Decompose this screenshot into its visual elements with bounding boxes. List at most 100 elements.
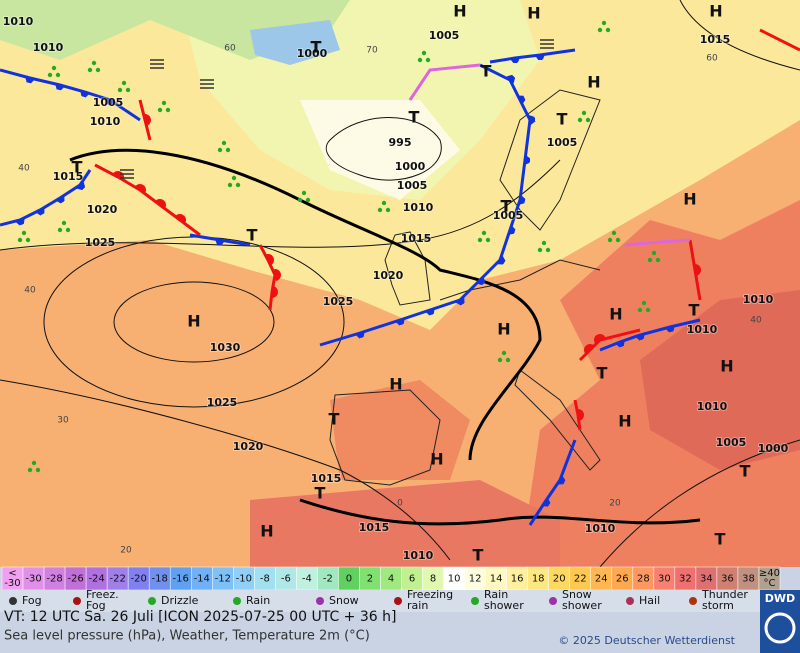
isobar-label: 1020 (233, 440, 264, 453)
legend-label: storm (702, 599, 734, 612)
isobar-label: 1005 (493, 209, 524, 222)
isobar-label: 1010 (90, 115, 121, 128)
scale-label: -16 (173, 574, 189, 585)
isobar-label: 1030 (210, 341, 241, 354)
scale-label: °C (763, 578, 775, 589)
pressure-center: H (618, 412, 631, 431)
isobar-label: 1015 (401, 232, 432, 245)
rain-dot (221, 140, 227, 146)
isobar-label: 1015 (359, 521, 390, 534)
rain-dot (485, 237, 491, 243)
legend-icon (471, 597, 479, 605)
rain-dot (537, 247, 543, 253)
isobar-label: 1015 (53, 170, 84, 183)
rain-dot (227, 182, 233, 188)
rain-dot (25, 237, 31, 243)
legend-label: Drizzle (161, 594, 199, 607)
rain-dot (17, 237, 23, 243)
pressure-center: T (740, 462, 751, 481)
pressure-center: H (187, 312, 200, 331)
scale-label: 38 (742, 574, 755, 585)
scale-label: -18 (152, 574, 168, 585)
rain-dot (165, 107, 171, 113)
rain-dot (381, 200, 387, 206)
legend-label: Snow (329, 594, 359, 607)
legend-icon (9, 597, 17, 605)
logo-text: DWD (765, 592, 795, 605)
rain-dot (65, 227, 71, 233)
rain-dot (585, 117, 591, 123)
scale-label: -6 (281, 574, 291, 585)
rain-dot (545, 247, 551, 253)
pressure-center: T (715, 530, 726, 549)
rain-dot (581, 110, 587, 116)
scale-label: 30 (658, 574, 671, 585)
isobar-label: 1025 (207, 396, 238, 409)
rain-dot (425, 57, 431, 63)
scale-label: 34 (700, 574, 713, 585)
rain-dot (577, 117, 583, 123)
legend-icon (148, 597, 156, 605)
scale-label: 12 (469, 574, 482, 585)
rain-dot (297, 197, 303, 203)
rain-dot (605, 27, 611, 33)
rain-dot (231, 175, 237, 181)
copyright: © 2025 Deutscher Wetterdienst (558, 634, 735, 647)
isobar-label: 1005 (429, 29, 460, 42)
pressure-center: H (389, 375, 402, 394)
legend-label: Rain (484, 588, 508, 601)
pressure-center: H (720, 357, 733, 376)
scale-label: -8 (260, 574, 270, 585)
isobar-label: 1000 (758, 442, 789, 455)
scale-label: -12 (215, 574, 231, 585)
legend-label: shower (484, 599, 524, 612)
legend-icon (73, 597, 81, 605)
pressure-center: T (315, 484, 326, 503)
rain-dot (161, 100, 167, 106)
legend-label: shower (562, 599, 602, 612)
rain-dot (541, 240, 547, 246)
isobar-label: 1020 (87, 203, 118, 216)
temperature-contour-label: 20 (609, 499, 621, 509)
legend-label: Snow (562, 588, 592, 601)
temperature-contour-label: 60 (224, 44, 236, 54)
isobar-label: 1010 (585, 522, 616, 535)
scale-label: 0 (346, 574, 352, 585)
scale-label: -30 (4, 578, 20, 589)
scale-label: -28 (46, 574, 62, 585)
weather-legend: Fog Freez.Fog Drizzle Rain Snow FreezingrainR… (0, 588, 760, 612)
temperature-contour-label: 40 (18, 164, 30, 174)
legend-label: Hail (639, 594, 660, 607)
legend-icon (316, 597, 324, 605)
isobar-label: 1010 (33, 41, 64, 54)
scale-label: 26 (616, 574, 629, 585)
scale-label: 6 (409, 574, 415, 585)
fronts (0, 28, 800, 526)
rain-dot (377, 207, 383, 213)
rain-dot (645, 307, 651, 313)
rain-dot (95, 67, 101, 73)
rain-dot (477, 237, 483, 243)
pressure-center: H (527, 4, 540, 23)
isobar-label: 1000 (395, 160, 426, 173)
pressure-center: H (587, 73, 600, 92)
temperature-contour-label: 40 (750, 316, 762, 326)
rain-dot (157, 107, 163, 113)
scale-label: 24 (595, 574, 608, 585)
isobar-label: 1010 (697, 400, 728, 413)
rain-dot (607, 237, 613, 243)
isobar-label: 995 (389, 136, 412, 149)
isobar-label: 1010 (3, 15, 34, 28)
rain-dot (31, 460, 37, 466)
temperature-contour-label: 20 (120, 546, 132, 556)
scale-label: -30 (25, 574, 41, 585)
pressure-center: H (683, 190, 696, 209)
rain-dot (597, 27, 603, 33)
scale-label: < (8, 568, 16, 579)
rain-dot (611, 230, 617, 236)
scale-label: -22 (109, 574, 125, 585)
rain-dot (217, 147, 223, 153)
legend-label: Freez. (86, 588, 119, 601)
rain-dot (505, 357, 511, 363)
rain-dot (421, 50, 427, 56)
